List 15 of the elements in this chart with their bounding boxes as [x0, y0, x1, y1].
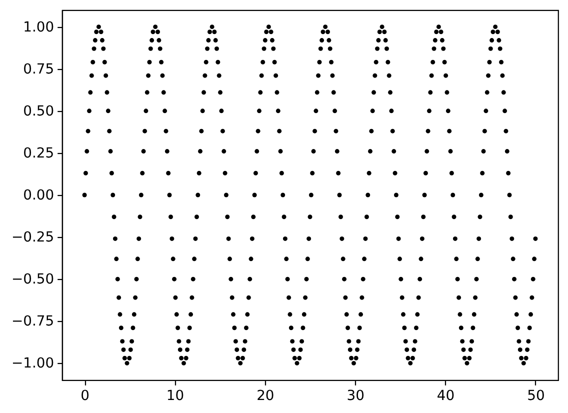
y-tick-label: −0.50 — [12, 272, 54, 288]
x-tick-label: 30 — [346, 388, 364, 404]
y-tick-label: −0.25 — [12, 230, 54, 246]
x-tick-label: 40 — [436, 388, 455, 404]
y-tick-label: 0.00 — [23, 188, 54, 204]
y-tick-label: 0.25 — [23, 145, 54, 162]
y-tick-label: 1.00 — [23, 19, 54, 36]
y-tick-label: −0.75 — [12, 314, 54, 330]
y-tick-label: −1.00 — [12, 356, 54, 372]
x-tick-label: 50 — [527, 388, 545, 404]
x-tick-label: 20 — [256, 388, 274, 404]
x-tick-label: 0 — [80, 388, 90, 404]
y-tick-label: 0.75 — [23, 61, 54, 78]
y-tick-label: 0.50 — [23, 103, 54, 120]
x-tick-label: 10 — [166, 388, 184, 404]
